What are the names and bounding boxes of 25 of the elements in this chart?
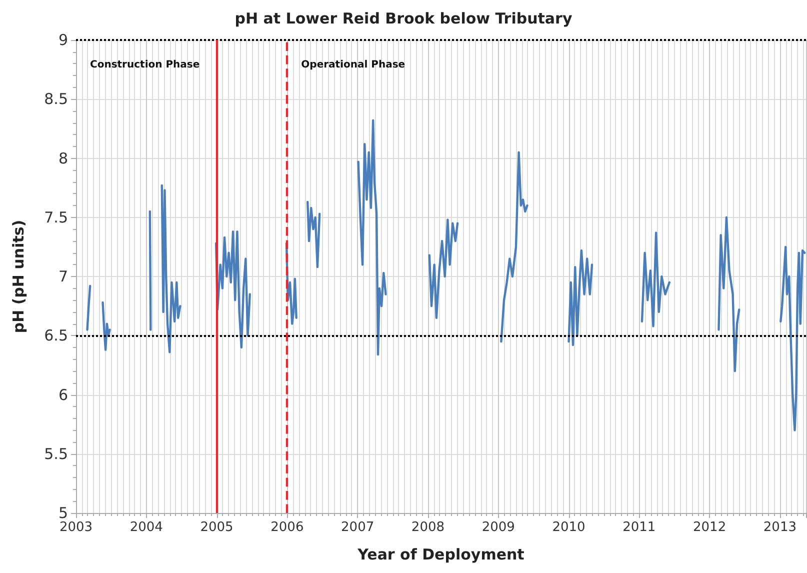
x-tick-label: 2006 <box>270 520 304 535</box>
y-axis-title: pH (pH units) <box>10 220 28 334</box>
annotation: Operational Phase <box>301 60 406 70</box>
x-tick-label: 2011 <box>622 520 656 535</box>
x-tick-label: 2004 <box>130 520 163 535</box>
x-tick-label: 2012 <box>693 520 726 535</box>
x-axis-title: Year of Deployment <box>356 546 524 564</box>
y-tick-label: 7 <box>58 268 68 286</box>
annotation: Construction Phase <box>90 60 200 70</box>
x-tick-label: 2008 <box>411 520 445 535</box>
y-tick-label: 6.5 <box>44 326 68 345</box>
y-tick-label: 7.5 <box>44 208 68 226</box>
x-tick-label: 2010 <box>552 520 586 535</box>
y-tick-label: 6 <box>58 386 68 404</box>
y-tick-label: 9 <box>58 31 68 49</box>
x-tick-label: 2005 <box>200 520 234 535</box>
x-tick-label: 2009 <box>482 520 515 535</box>
y-tick-label: 8 <box>58 149 68 168</box>
y-tick-label: 5 <box>58 504 68 522</box>
x-tick-label: 2013 <box>763 520 796 535</box>
x-tick-label: 2007 <box>341 520 374 535</box>
chart-title: pH at Lower Reid Brook below Tributary <box>234 10 572 28</box>
x-tick-label: 2003 <box>59 520 93 535</box>
y-tick-label: 8.5 <box>44 90 68 108</box>
y-tick-label: 5.5 <box>44 444 68 463</box>
